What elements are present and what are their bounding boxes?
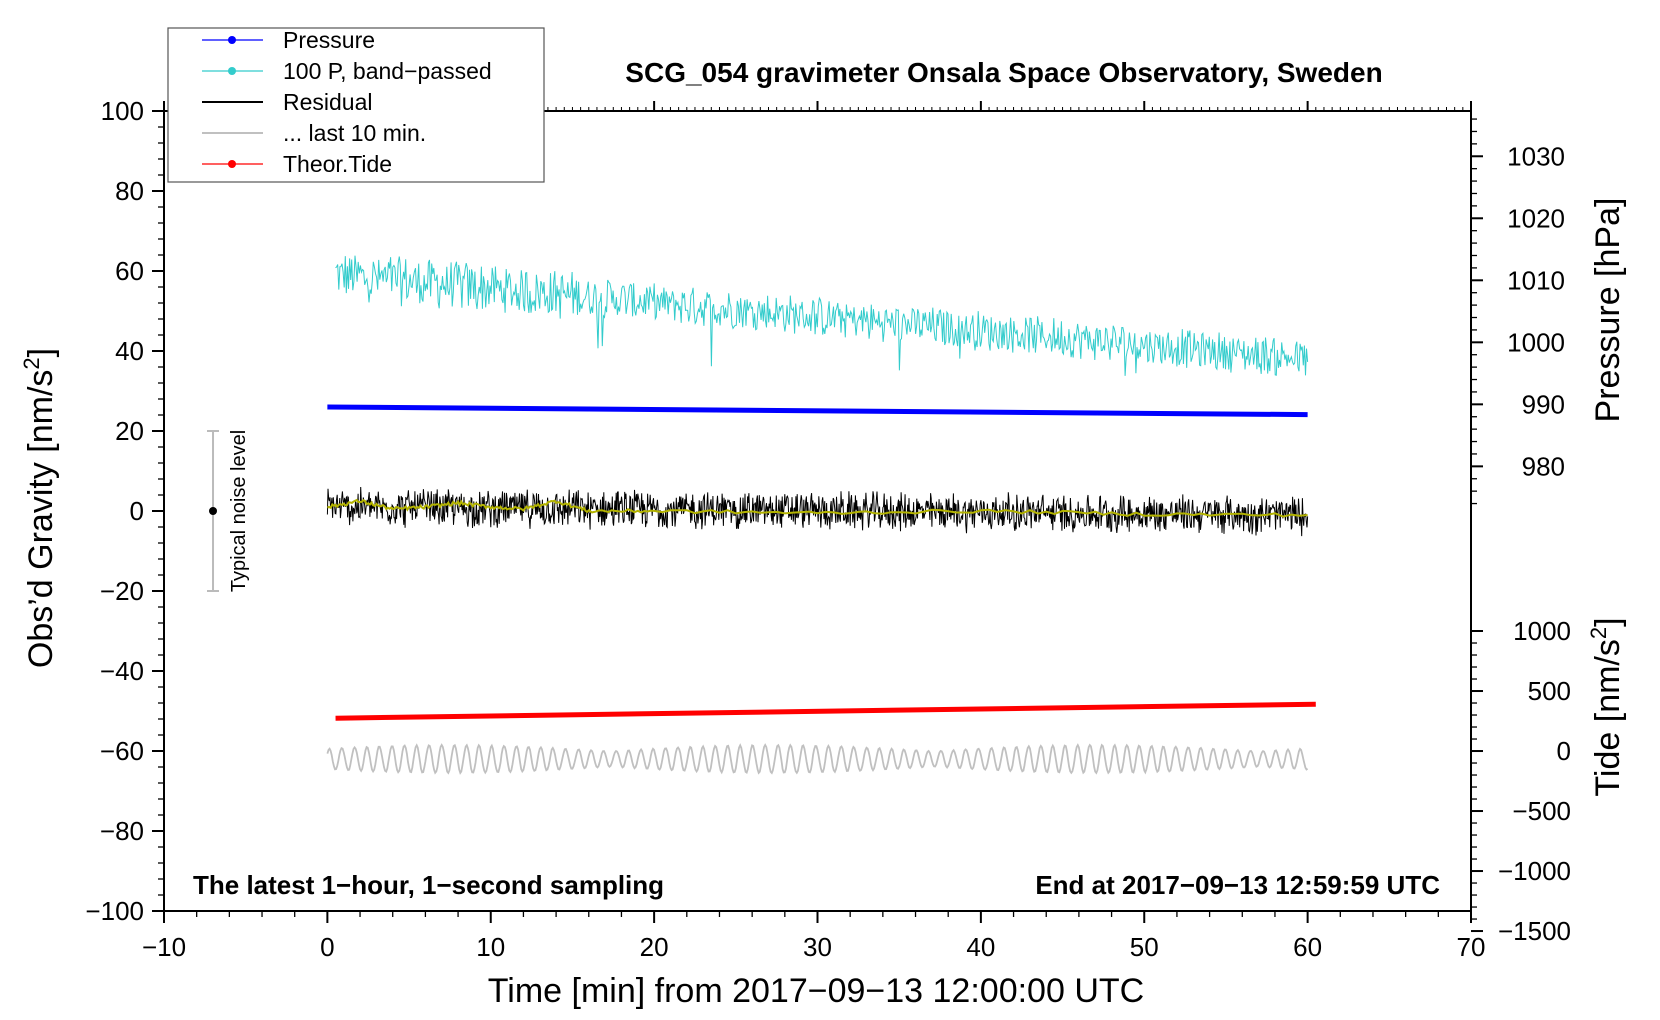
tide-tick-label: 1000 <box>1513 616 1571 646</box>
x-tick-label: 60 <box>1293 932 1322 962</box>
legend-swatch-marker <box>228 67 236 75</box>
pressure-bandpassed-series <box>335 255 1309 376</box>
tide-axis-title-main: Tide [nm/s <box>1589 639 1627 796</box>
pressure-tick-label: 990 <box>1522 389 1565 419</box>
axis-labels: −10 0 10 20 30 40 50 60 70100806040200−20−40−60−… <box>85 96 1571 962</box>
tide-axis-title-sup: 2 <box>1586 627 1611 639</box>
pressure-series <box>327 404 1308 418</box>
tide-axis-title-close: ] <box>1589 617 1627 626</box>
x-tick-label: 20 <box>640 932 669 962</box>
pressure-tick-label: 1010 <box>1507 265 1565 295</box>
y-left-tick-label: 20 <box>115 416 144 446</box>
legend-swatch-marker <box>228 36 236 44</box>
y-left-tick-label: −20 <box>100 576 144 606</box>
x-tick-label: −10 <box>142 932 186 962</box>
y-left-tick-label: 80 <box>115 176 144 206</box>
y-left-tick-label: 40 <box>115 336 144 366</box>
y-left-tick-label: −80 <box>100 816 144 846</box>
legend-label: Residual <box>283 89 373 115</box>
residual-series <box>326 486 1309 537</box>
legend-label: 100 P, band−passed <box>283 58 492 84</box>
noise-level-indicator: Typical noise level <box>207 430 250 592</box>
y-left-tick-label: 0 <box>130 496 144 526</box>
y-axis-left-title: Obs’d Gravity [nm/s2] <box>19 348 60 668</box>
tide-tick-label: −1500 <box>1498 916 1571 946</box>
pressure-axis-title: Pressure [hPa] <box>1589 198 1627 423</box>
pressure-tick-label: 1000 <box>1507 327 1565 357</box>
last-10-min-series <box>326 743 1309 775</box>
axis-ticks <box>152 101 1483 933</box>
sampling-annotation: The latest 1−hour, 1−second sampling <box>193 870 664 900</box>
x-axis-title: Time [min] from 2017−09−13 12:00:00 UTC <box>488 972 1144 1010</box>
plot-data-layer <box>326 255 1316 775</box>
y-left-tick-label: −100 <box>85 896 144 926</box>
tide-tick-label: −1000 <box>1498 856 1571 886</box>
pressure-tick-label: 980 <box>1522 451 1565 481</box>
x-tick-label: 50 <box>1130 932 1159 962</box>
y-axis-left-title-sup: 2 <box>19 357 44 369</box>
y-axis-left-title-main: Obs’d Gravity [nm/s <box>22 370 60 669</box>
residual-smoothed-series <box>327 498 1308 518</box>
x-tick-label: 30 <box>803 932 832 962</box>
x-tick-label: 40 <box>966 932 995 962</box>
x-tick-label: 70 <box>1457 932 1486 962</box>
pressure-tick-label: 1030 <box>1507 141 1565 171</box>
legend-box <box>167 27 545 183</box>
y-axis-left-title-close: ] <box>22 348 60 357</box>
chart-title: SCG_054 gravimeter Onsala Space Observat… <box>625 57 1382 88</box>
y-left-tick-label: 60 <box>115 256 144 286</box>
x-tick-label: 0 <box>320 932 334 962</box>
end-time-annotation: End at 2017−09−13 12:59:59 UTC <box>1035 870 1440 900</box>
legend: Pressure 100 P, band−passed Residual ... la… <box>167 27 545 183</box>
legend-label: Pressure <box>283 27 375 53</box>
pressure-tick-label: 1020 <box>1507 203 1565 233</box>
tide-tick-label: 0 <box>1557 736 1571 766</box>
y-left-tick-label: 100 <box>101 96 144 126</box>
tide-tick-label: 500 <box>1528 676 1571 706</box>
legend-swatch-marker <box>228 160 236 168</box>
theoretical-tide-series <box>335 701 1316 721</box>
x-tick-label: 10 <box>476 932 505 962</box>
tide-tick-label: −500 <box>1512 796 1571 826</box>
y-left-tick-label: −40 <box>100 656 144 686</box>
tide-axis-title: Tide [nm/s2] <box>1586 617 1627 796</box>
legend-label: Theor.Tide <box>283 151 392 177</box>
y-left-tick-label: −60 <box>100 736 144 766</box>
legend-label: ... last 10 min. <box>283 120 426 146</box>
noise-bar-center-dot <box>209 507 218 515</box>
noise-level-label: Typical noise level <box>228 430 250 592</box>
